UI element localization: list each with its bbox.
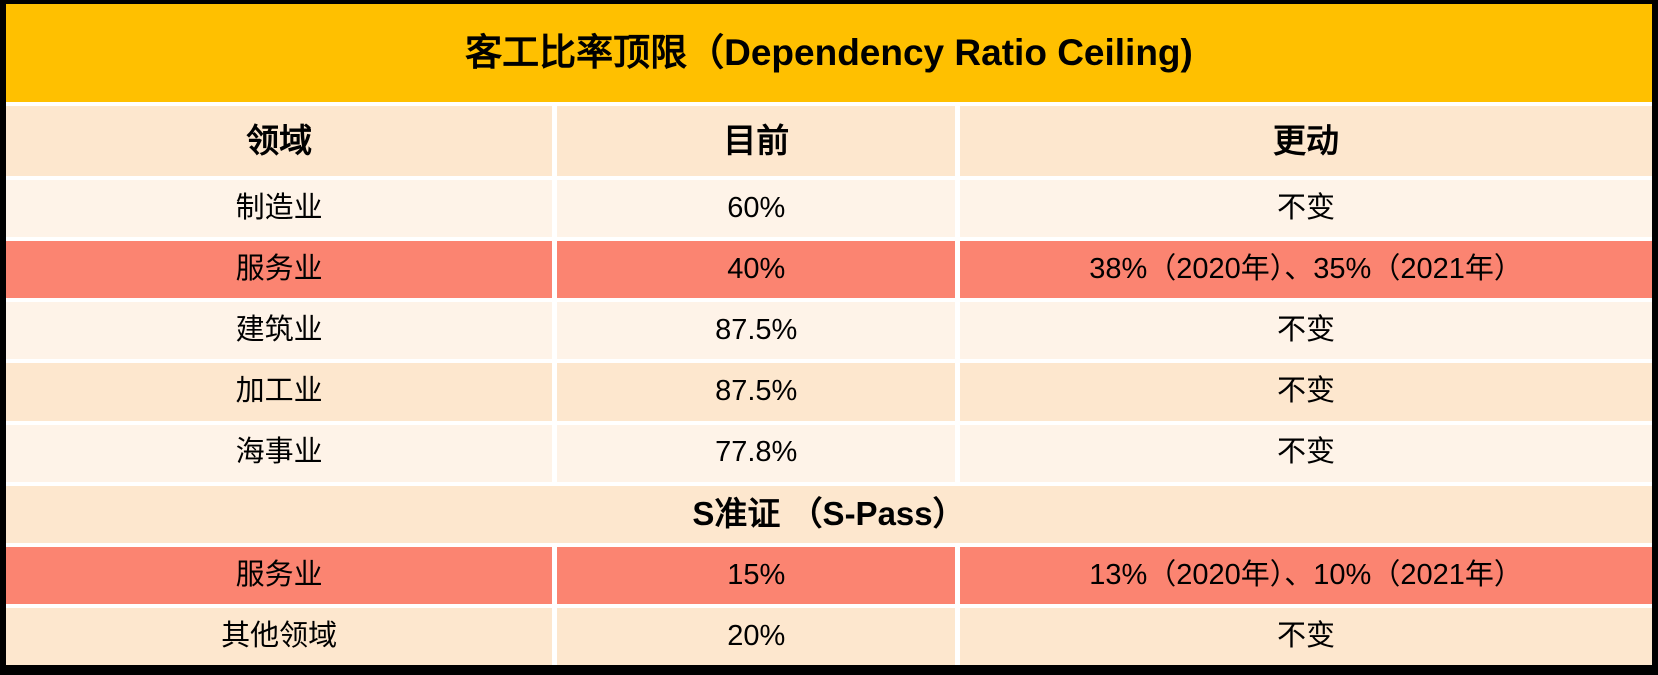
cell-change: 不变 — [960, 607, 1652, 665]
cell-change: 不变 — [960, 424, 1652, 482]
cell-current: 60% — [557, 180, 956, 238]
column-header-current: 目前 — [557, 106, 956, 176]
cell-sector: 服务业 — [6, 546, 553, 604]
column-header-sector: 领域 — [6, 106, 553, 176]
column-header-change: 更动 — [960, 106, 1652, 176]
cell-change: 38%（2020年）、35%（2021年） — [960, 241, 1652, 299]
cell-current: 77.8% — [557, 424, 956, 482]
cell-current: 87.5% — [557, 302, 956, 360]
cell-sector: 建筑业 — [6, 302, 553, 360]
spass-section-header: S准证 （S-Pass） — [6, 485, 1652, 543]
cell-change: 不变 — [960, 363, 1652, 421]
cell-change: 不变 — [960, 180, 1652, 238]
cell-sector: 加工业 — [6, 363, 553, 421]
cell-sector: 服务业 — [6, 241, 553, 299]
cell-change: 不变 — [960, 302, 1652, 360]
cell-change: 13%（2020年）、10%（2021年） — [960, 546, 1652, 604]
dependency-ratio-table: 客工比率顶限（Dependency Ratio Ceiling) 领域 目前 更… — [6, 4, 1652, 665]
cell-current: 20% — [557, 607, 956, 665]
cell-sector: 海事业 — [6, 424, 553, 482]
cell-current: 40% — [557, 241, 956, 299]
cell-current: 87.5% — [557, 363, 956, 421]
cell-sector: 其他领域 — [6, 607, 553, 665]
cell-current: 15% — [557, 546, 956, 604]
cell-sector: 制造业 — [6, 180, 553, 238]
table-title: 客工比率顶限（Dependency Ratio Ceiling) — [6, 4, 1652, 102]
